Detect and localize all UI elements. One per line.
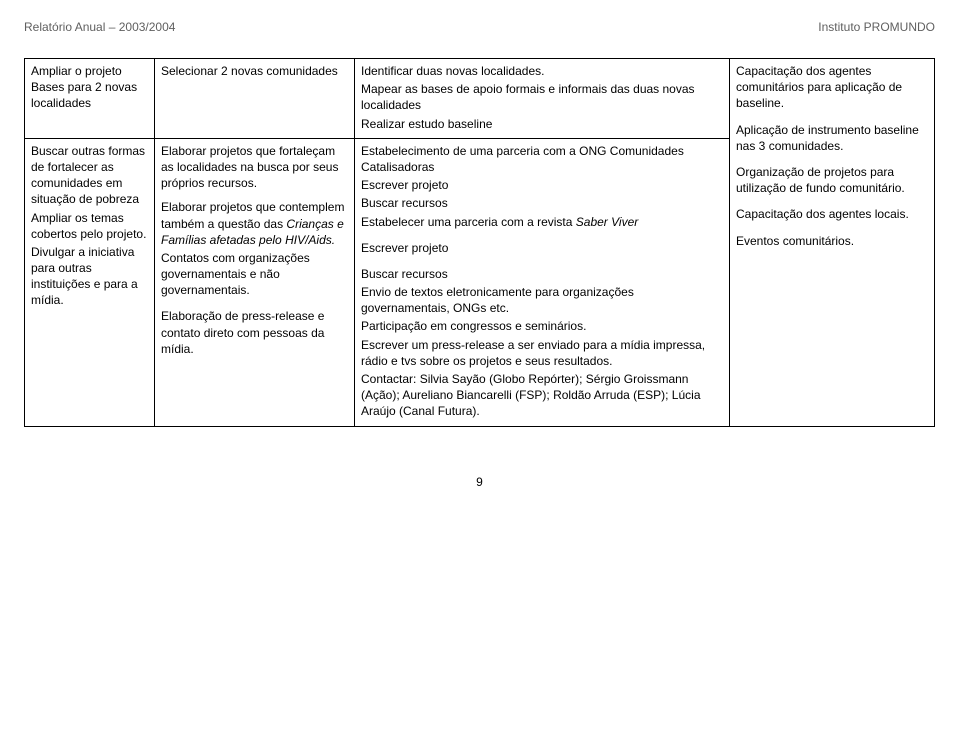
cell-r2c3: Estabelecimento de uma parceria com a ON… (355, 138, 730, 426)
cell-text: Buscar recursos (361, 195, 723, 211)
text-italic: Saber Viver (576, 215, 638, 229)
page-number: 9 (24, 475, 935, 489)
table-row: Ampliar o projeto Bases para 2 novas loc… (25, 59, 935, 139)
cell-text: Envio de textos eletronicamente para org… (361, 284, 723, 316)
cell-text: Buscar outras formas de fortalecer as co… (31, 143, 148, 208)
cell-text: Ampliar os temas cobertos pelo projeto. (31, 210, 148, 242)
cell-text: Contatos com organizações governamentais… (161, 250, 348, 299)
cell-r1c2: Selecionar 2 novas comunidades (155, 59, 355, 139)
cell-text: Escrever um press-release a ser enviado … (361, 337, 723, 369)
cell-text: Elaborar projetos que contemplem também … (161, 199, 348, 248)
cell-text: Organização de projetos para utilização … (736, 164, 928, 196)
text-part: Estabelecer uma parceria com a revista (361, 215, 576, 229)
cell-text: Elaborar projetos que fortaleçam as loca… (161, 143, 348, 192)
cell-text: Escrever projeto (361, 240, 723, 256)
cell-r2c1: Buscar outras formas de fortalecer as co… (25, 138, 155, 426)
cell-text: Aplicação de instrumento baseline nas 3 … (736, 122, 928, 154)
cell-r1c3: Identificar duas novas localidades. Mape… (355, 59, 730, 139)
cell-text: Ampliar o projeto Bases para 2 novas loc… (31, 63, 148, 112)
cell-text: Contactar: Silvia Sayão (Globo Repórter)… (361, 371, 723, 420)
header-right: Instituto PROMUNDO (818, 20, 935, 34)
page-header: Relatório Anual – 2003/2004 Instituto PR… (24, 20, 935, 34)
cell-text: Mapear as bases de apoio formais e infor… (361, 81, 723, 113)
cell-r1c4: Capacitação dos agentes comunitários par… (730, 59, 935, 427)
cell-text: Divulgar a iniciativa para outras instit… (31, 244, 148, 309)
cell-text: Elaboração de press-release e contato di… (161, 308, 348, 357)
cell-r2c2: Elaborar projetos que fortaleçam as loca… (155, 138, 355, 426)
cell-text: Selecionar 2 novas comunidades (161, 63, 348, 79)
content-table: Ampliar o projeto Bases para 2 novas loc… (24, 58, 935, 427)
cell-text: Capacitação dos agentes locais. (736, 206, 928, 222)
cell-text: Estabelecer uma parceria com a revista S… (361, 214, 723, 230)
cell-text: Eventos comunitários. (736, 233, 928, 249)
header-left: Relatório Anual – 2003/2004 (24, 20, 175, 34)
cell-text: Buscar recursos (361, 266, 723, 282)
cell-text: Escrever projeto (361, 177, 723, 193)
page-container: Relatório Anual – 2003/2004 Instituto PR… (0, 0, 959, 501)
cell-text: Capacitação dos agentes comunitários par… (736, 63, 928, 112)
cell-text: Realizar estudo baseline (361, 116, 723, 132)
cell-text: Estabelecimento de uma parceria com a ON… (361, 143, 723, 175)
cell-text: Participação em congressos e seminários. (361, 318, 723, 334)
cell-text: Identificar duas novas localidades. (361, 63, 723, 79)
cell-r1c1: Ampliar o projeto Bases para 2 novas loc… (25, 59, 155, 139)
